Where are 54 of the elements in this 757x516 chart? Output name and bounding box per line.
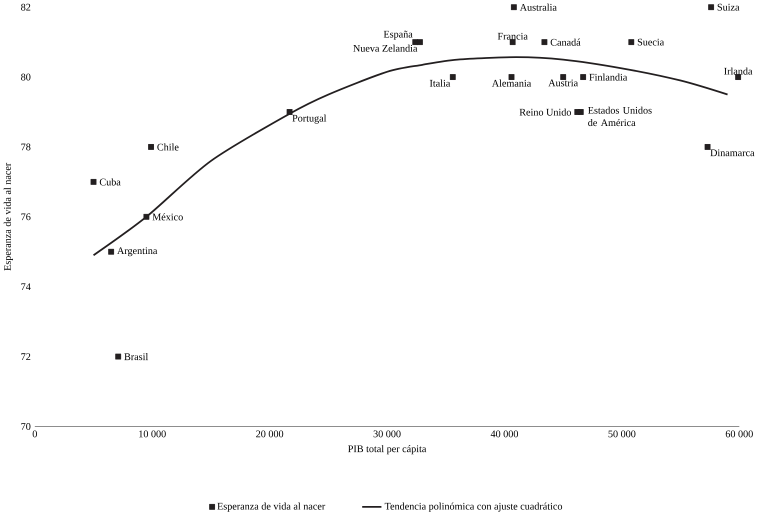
y-tick-label: 72 <box>21 353 30 360</box>
annotation: Irlanda <box>724 68 752 75</box>
x-tick-label: 10 000 <box>139 430 166 438</box>
x-tick-label: 40 000 <box>490 430 518 438</box>
point <box>417 39 423 46</box>
point <box>115 354 122 360</box>
annotation: Finlandia <box>589 74 628 81</box>
annotation: Austria <box>548 80 578 86</box>
x-tick-label: 60 000 <box>726 430 753 438</box>
point <box>450 74 456 80</box>
annotation: Portugal <box>292 114 326 124</box>
legend-label: Esperanza de vida al nacer <box>217 502 326 512</box>
annotation: Italia <box>430 80 450 87</box>
legend-label: Tendencia polinómica con ajuste cuadrático <box>384 502 562 512</box>
y-tick-label: 80 <box>21 74 30 81</box>
point <box>628 39 634 46</box>
point <box>108 248 114 255</box>
annotation: Alemania <box>492 80 532 87</box>
point <box>90 179 96 185</box>
annotation: Brasil <box>124 353 148 360</box>
annotation: Reino Unido <box>520 108 572 116</box>
point <box>578 109 584 116</box>
point <box>510 4 517 10</box>
annotation: Nueva Zelandia <box>353 44 418 52</box>
annotation: España <box>384 30 413 40</box>
y-axis-title: Esperanza de vida al nacer <box>4 162 13 271</box>
y-tick-label: 78 <box>21 144 30 151</box>
y-tick-label: 76 <box>21 214 31 220</box>
annotation: México <box>152 213 183 221</box>
annotation: Dinamarca <box>710 150 754 156</box>
point <box>541 39 548 46</box>
annotation: Canadá <box>550 38 581 46</box>
x-tick-label: 0 <box>32 430 37 438</box>
y-tick-label: 70 <box>21 423 30 430</box>
x-axis-title: PIB total per cápita <box>348 445 426 454</box>
annotation: Francia <box>498 32 528 40</box>
y-tick-label: 74 <box>21 284 31 290</box>
annotation: Suiza <box>718 4 740 11</box>
annotation: Argentina <box>117 247 158 256</box>
annotation: Chile <box>157 144 179 151</box>
x-tick-label: 30 000 <box>374 430 401 438</box>
annotation: Cuba <box>100 178 121 186</box>
annotation: Estados Unidos de América <box>588 106 652 126</box>
x-tick-label: 20 000 <box>256 430 284 438</box>
point <box>286 109 293 116</box>
point <box>148 144 154 150</box>
point <box>143 214 150 220</box>
x-tick-label: 50 000 <box>608 430 636 438</box>
annotation: Australia <box>520 4 557 11</box>
point <box>580 74 586 80</box>
point <box>704 144 711 150</box>
y-tick-label: 82 <box>21 4 30 11</box>
point <box>708 4 714 10</box>
annotation: Suecia <box>638 38 664 46</box>
